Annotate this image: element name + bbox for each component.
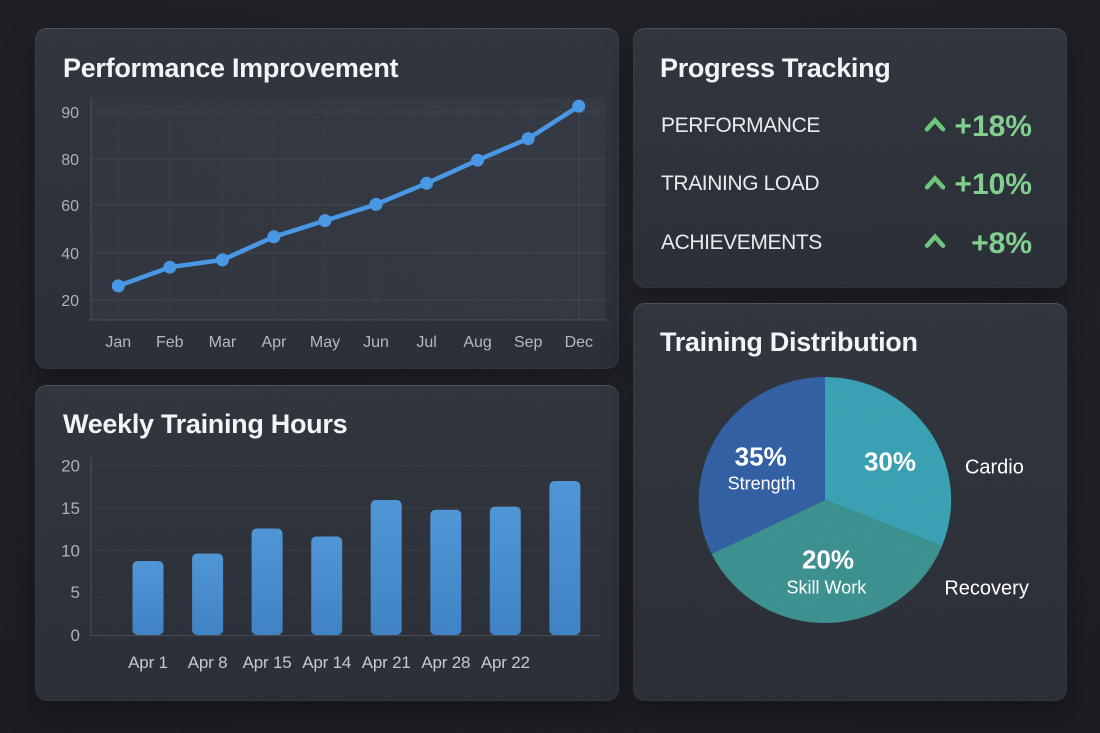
svg-text:30%: 30% [864,447,916,477]
svg-text:Recovery: Recovery [944,578,1028,600]
svg-text:May: May [310,334,340,351]
svg-text:15: 15 [61,499,80,518]
svg-text:90: 90 [61,105,79,122]
svg-text:35%: 35% [735,442,787,472]
svg-text:10: 10 [61,541,80,560]
svg-text:Apr 15: Apr 15 [243,653,292,672]
svg-text:20: 20 [61,457,80,476]
svg-text:Dec: Dec [565,334,593,351]
svg-text:Jul: Jul [416,334,436,351]
svg-text:Apr 28: Apr 28 [421,653,470,672]
svg-text:Feb: Feb [156,334,184,351]
svg-text:Sep: Sep [514,334,543,351]
svg-text:0: 0 [71,626,80,645]
svg-text:Jan: Jan [105,334,131,351]
svg-text:Apr 14: Apr 14 [302,653,351,672]
svg-text:Jun: Jun [363,334,389,351]
svg-text:Mar: Mar [209,334,237,351]
svg-text:Apr: Apr [261,334,287,351]
svg-text:40: 40 [61,246,79,263]
svg-text:60: 60 [61,198,79,215]
svg-text:Skill Work: Skill Work [787,578,868,598]
svg-text:Cardio: Cardio [965,457,1024,479]
svg-text:Apr 8: Apr 8 [188,653,228,672]
svg-text:Apr 1: Apr 1 [128,653,168,672]
svg-text:5: 5 [71,583,80,602]
svg-text:Apr 21: Apr 21 [362,653,411,672]
svg-text:20: 20 [61,293,79,310]
svg-text:Strength: Strength [728,474,796,494]
svg-text:20%: 20% [802,545,854,575]
svg-text:Apr 22: Apr 22 [481,653,530,672]
svg-text:80: 80 [61,152,79,169]
svg-text:Aug: Aug [463,334,491,351]
